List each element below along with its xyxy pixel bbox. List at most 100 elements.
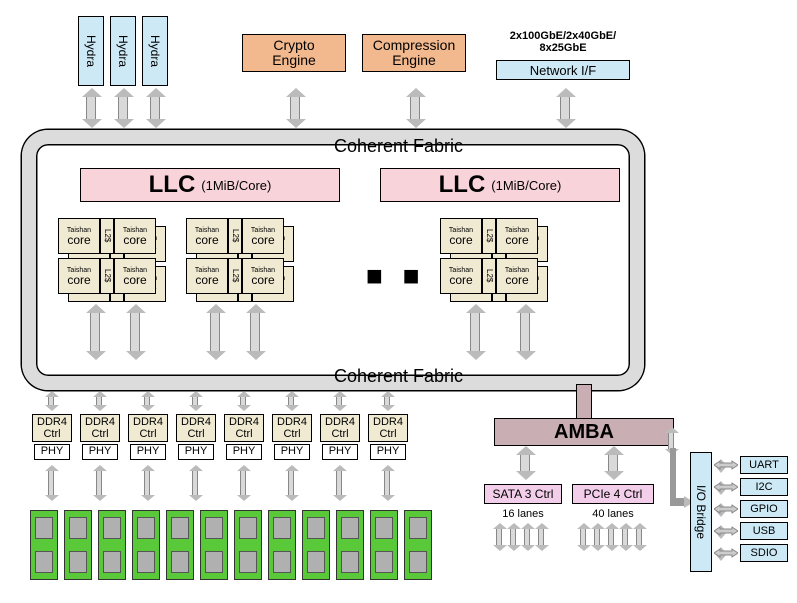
pcie-lanes-label: 40 lanes (572, 508, 654, 520)
ddr-mem-arrow (96, 470, 102, 496)
core-fabric-arrow (470, 312, 480, 352)
ddr-controller: DDR4 Ctrl PHY (176, 414, 216, 460)
io-bridge-box: I/O Bridge (690, 452, 712, 572)
lane-arrow (594, 528, 600, 546)
amba-bus-box: AMBA (494, 418, 674, 446)
memory-module (302, 510, 330, 580)
fabric-label-bottom: Coherent Fabric (334, 366, 463, 387)
sata-lanes-label: 16 lanes (484, 508, 562, 520)
taishan-core: Taishancore (114, 218, 156, 254)
lane-arrow (636, 528, 642, 546)
taishan-core: Taishancore (58, 258, 100, 294)
network-speeds-label: 2x100GbE/2x40GbE/ 8x25GbE (496, 30, 630, 54)
l2-cache: L2$ (482, 258, 496, 294)
taishan-core: Taishancore (58, 218, 100, 254)
memory-module (200, 510, 228, 580)
top-arrow (86, 96, 96, 120)
lane-arrow (496, 528, 502, 546)
taishan-core: Taishancore (242, 218, 284, 254)
memory-module (64, 510, 92, 580)
ddr-controller: DDR4 Ctrl PHY (224, 414, 264, 460)
memory-module (234, 510, 262, 580)
amba-ctrl-arrow (520, 454, 530, 472)
ddr-controller: DDR4 Ctrl PHY (272, 414, 312, 460)
l2-cache: L2$ (482, 218, 496, 254)
llc-box-left: LLC(1MiB/Core) (80, 168, 340, 202)
memory-module (166, 510, 194, 580)
memory-module (132, 510, 160, 580)
ddr-controller: DDR4 Ctrl PHY (368, 414, 408, 460)
ddr-controller: DDR4 Ctrl PHY (128, 414, 168, 460)
memory-module (336, 510, 364, 580)
ddr-mem-arrow (48, 470, 54, 496)
memory-module (98, 510, 126, 580)
llc-box-right: LLC(1MiB/Core) (380, 168, 620, 202)
l2-cache: L2$ (228, 258, 242, 294)
memory-module (268, 510, 296, 580)
top-arrow (290, 96, 300, 120)
fabric-ddr-arrow (192, 396, 198, 406)
taishan-core: Taishancore (440, 218, 482, 254)
network-interface-box: Network I/F (496, 60, 630, 80)
taishan-core: Taishancore (440, 258, 482, 294)
hydra-box: Hydra (142, 16, 168, 86)
lane-arrow (608, 528, 614, 546)
ddr-controller: DDR4 Ctrl PHY (320, 414, 360, 460)
lane-arrow (622, 528, 628, 546)
top-arrow (118, 96, 128, 120)
pcie-ctrl-box: PCIe 4 Ctrl (572, 484, 654, 504)
peripheral-usb-box: USB (740, 522, 788, 540)
top-arrow (560, 96, 570, 120)
fabric-ddr-arrow (240, 396, 246, 406)
peripheral-i2c-box: I2C (740, 478, 788, 496)
core-fabric-arrow (130, 312, 140, 352)
top-arrow (150, 96, 160, 120)
periph-harrow (714, 503, 738, 515)
peripheral-sdio-box: SDIO (740, 544, 788, 562)
ddr-mem-arrow (336, 470, 342, 496)
fabric-ddr-arrow (336, 396, 342, 406)
periph-harrow (714, 525, 738, 537)
lane-arrow (524, 528, 530, 546)
fabric-ddr-arrow (288, 396, 294, 406)
memory-module (370, 510, 398, 580)
fabric-ddr-arrow (144, 396, 150, 406)
core-fabric-arrow (90, 312, 100, 352)
core-fabric-arrow (210, 312, 220, 352)
ddr-mem-arrow (384, 470, 390, 496)
ddr-mem-arrow (240, 470, 246, 496)
ddr-controller: DDR4 Ctrl PHY (32, 414, 72, 460)
crypto-engine-box: Crypto Engine (242, 34, 346, 72)
taishan-core: Taishancore (496, 258, 538, 294)
taishan-core: Taishancore (114, 258, 156, 294)
ddr-controller: DDR4 Ctrl PHY (80, 414, 120, 460)
ddr-mem-arrow (288, 470, 294, 496)
fabric-ddr-arrow (48, 396, 54, 406)
l2-cache: L2$ (100, 218, 114, 254)
fabric-ddr-arrow (384, 396, 390, 406)
memory-module (30, 510, 58, 580)
periph-harrow (714, 547, 738, 559)
fabric-label-top: Coherent Fabric (334, 136, 463, 157)
peripheral-gpio-box: GPIO (740, 500, 788, 518)
top-arrow (410, 96, 420, 120)
ddr-mem-arrow (144, 470, 150, 496)
lane-arrow (510, 528, 516, 546)
hydra-box: Hydra (78, 16, 104, 86)
core-fabric-arrow (520, 312, 530, 352)
compression-engine-box: Compression Engine (362, 34, 466, 72)
periph-harrow (714, 459, 738, 471)
sata-ctrl-box: SATA 3 Ctrl (484, 484, 562, 504)
fabric-ddr-arrow (96, 396, 102, 406)
core-fabric-arrow (250, 312, 260, 352)
l2-cache: L2$ (228, 218, 242, 254)
memory-module (404, 510, 432, 580)
lane-arrow (580, 528, 586, 546)
l2-cache: L2$ (100, 258, 114, 294)
taishan-core: Taishancore (496, 218, 538, 254)
peripheral-uart-box: UART (740, 456, 788, 474)
amba-stem (576, 384, 592, 418)
taishan-core: Taishancore (186, 258, 228, 294)
taishan-core: Taishancore (242, 258, 284, 294)
amba-ctrl-arrow (608, 454, 618, 472)
